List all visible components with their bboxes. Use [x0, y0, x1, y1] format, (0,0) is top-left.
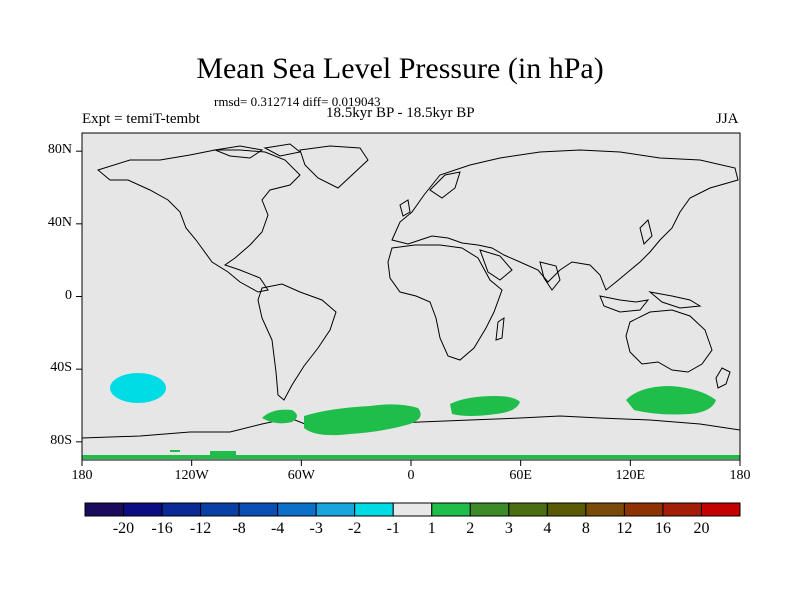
colorbar-label: 20: [693, 520, 710, 537]
colorbar-box: [508, 502, 548, 517]
coastline-madagascar: [495, 316, 505, 341]
lat-tick-label: 40N: [47, 214, 72, 230]
lat-tick-label: 0: [65, 287, 72, 303]
colorbar: [84, 502, 741, 517]
lon-tick-label: 180: [71, 468, 93, 483]
colorbar-label: -1: [386, 520, 400, 537]
colorbar-label: 8: [581, 520, 590, 537]
coastline-eurasia: [391, 149, 739, 291]
coastline-north-america: [96, 149, 301, 293]
lat-tick-label: 80N: [47, 142, 72, 158]
colorbar-box: [200, 502, 240, 517]
colorbar-label: 3: [504, 520, 513, 537]
coastline-uk: [399, 199, 411, 217]
positive-anomaly-tiny-patch: [170, 450, 180, 452]
colorbar-box: [431, 502, 471, 517]
colorbar-box: [700, 502, 741, 517]
colorbar-box: [238, 502, 279, 517]
colorbar-box: [315, 502, 356, 517]
colorbar-box: [662, 502, 702, 517]
coastline-arctic-islands: [213, 143, 302, 159]
colorbar-label: -4: [270, 520, 285, 537]
lon-tick-label: 120E: [615, 468, 646, 483]
colorbar-label: -16: [151, 520, 173, 537]
lat-tick-label: 40S: [50, 360, 72, 376]
colorbar-label: 4: [543, 520, 552, 537]
lon-tick-label: 120W: [174, 468, 209, 483]
experiment-label: Expt = temiT-tembt: [82, 111, 200, 127]
colorbar-box: [161, 502, 202, 517]
coastline-africa: [387, 244, 503, 361]
colorbar-label: 12: [616, 520, 633, 537]
colorbar-box: [469, 502, 510, 517]
positive-anomaly-small-patch: [210, 451, 236, 455]
colorbar-label: -2: [348, 520, 362, 537]
coastline-greenland: [299, 145, 369, 189]
positive-anomaly-weddell-sea: [304, 404, 421, 436]
map-background: [82, 133, 740, 460]
lon-tick-label: 180: [729, 468, 751, 483]
colorbar-label: -20: [112, 520, 135, 537]
colorbar-label: -3: [309, 520, 323, 537]
colorbar-box: [623, 502, 664, 517]
colorbar-box: [585, 502, 625, 517]
rmsd-diff-stats: rmsd= 0.312714 diff= 0.019043: [214, 94, 381, 109]
colorbar-box: [123, 502, 163, 517]
coastline-scandinavia: [429, 171, 461, 199]
map-title: Mean Sea Level Pressure (in hPa): [196, 52, 604, 85]
positive-anomaly-south-atlantic: [450, 396, 520, 416]
period-label: 18.5kyr BP - 18.5kyr BP: [326, 105, 475, 121]
coastline-arabia-india: [479, 249, 561, 291]
anomaly-shading: [82, 373, 740, 459]
colorbar-box: [277, 502, 317, 517]
colorbar-box: [354, 502, 394, 517]
coastline-new-zealand: [715, 367, 731, 389]
colorbar-box: [84, 502, 125, 517]
lon-tick-label: 0: [407, 468, 415, 483]
coastline-australia: [625, 309, 713, 373]
colorbar-label: 2: [466, 520, 475, 537]
coastline-maritime-continent: [599, 291, 702, 313]
colorbar-label: -8: [232, 520, 246, 537]
positive-anomaly-south-indian-ocean: [626, 386, 716, 415]
colorbar-box: [546, 502, 587, 517]
coastline-south-america: [257, 283, 337, 401]
lat-tick-label: 80S: [50, 432, 72, 448]
colorbar-label: 16: [654, 520, 671, 537]
longitude-ticks: [81, 460, 741, 466]
colorbar-label: 1: [427, 520, 436, 537]
colorbar-box: [392, 502, 433, 517]
positive-anomaly-polar-strip: [82, 455, 740, 459]
lon-tick-label: 60E: [509, 468, 532, 483]
negative-anomaly-south-pacific: [110, 373, 166, 403]
lon-tick-label: 60W: [287, 468, 315, 483]
latitude-ticks: [76, 150, 82, 443]
colorbar-label: -12: [189, 520, 212, 537]
season-label: JJA: [716, 111, 739, 127]
positive-anomaly-antarctic-peninsula: [262, 409, 297, 424]
coastline-japan: [639, 219, 653, 245]
